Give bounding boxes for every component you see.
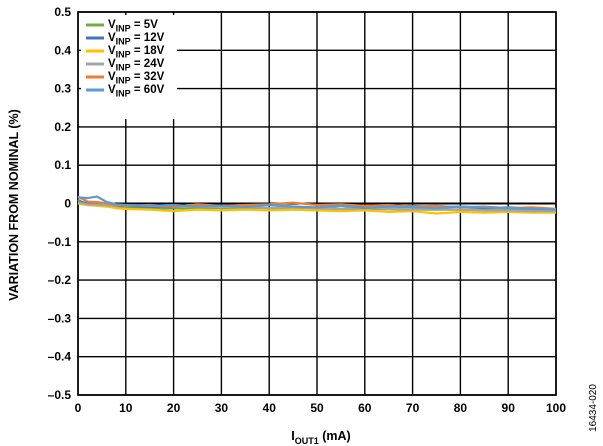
x-tick-label: 90	[502, 401, 516, 415]
legend-label: VINP = 60V	[108, 84, 165, 99]
x-tick-labels: 0 10 20 30 40 50 60 70 80 90 100	[75, 401, 567, 415]
series-lines	[77, 195, 557, 215]
x-tick-label: 50	[310, 401, 324, 415]
y-tick-label: –0.5	[48, 388, 72, 402]
series-line-3	[77, 202, 556, 215]
legend-label: VINP = 18V	[108, 45, 165, 60]
x-tick-label: 30	[215, 401, 229, 415]
legend-label: VINP = 12V	[108, 32, 165, 47]
legend-label: VINP = 32V	[108, 71, 165, 86]
y-tick-label: 0.2	[54, 120, 71, 134]
y-tick-label: 0.4	[54, 43, 71, 57]
y-tick-label: 0.3	[54, 82, 71, 96]
x-tick-label: 10	[119, 401, 133, 415]
y-tick-label: 0	[64, 197, 71, 211]
series-line-6	[77, 195, 557, 211]
y-tick-label: –0.1	[48, 235, 72, 249]
x-axis-title: IOUT1 (mA)	[291, 429, 350, 446]
x-axis-title-main: I	[291, 429, 294, 443]
y-tick-label: –0.2	[48, 273, 72, 287]
x-axis-title-subscript: OUT1	[295, 436, 319, 446]
y-tick-label: –0.4	[48, 350, 72, 364]
x-tick-label: 100	[546, 401, 566, 415]
y-axis-title: VARIATION FROM NOMINAL (%)	[7, 109, 21, 301]
x-tick-label: 40	[263, 401, 277, 415]
x-tick-label: 20	[167, 401, 181, 415]
x-tick-label: 0	[75, 401, 82, 415]
y-tick-label: 0.1	[54, 158, 71, 172]
y-tick-label: 0.5	[54, 5, 71, 19]
legend-background	[81, 15, 177, 119]
x-axis-title-unit: (mA)	[319, 429, 351, 443]
x-tick-label: 60	[358, 401, 372, 415]
y-tick-labels: 0.5 0.4 0.3 0.2 0.1 0 –0.1 –0.2 –0.3 –0.4 –0.5	[48, 5, 72, 402]
figure-id: 16434-020	[588, 384, 599, 432]
x-tick-label: 70	[406, 401, 420, 415]
legend-label: VINP = 24V	[108, 58, 165, 73]
y-tick-label: –0.3	[48, 311, 72, 325]
legend-label: VINP = 5V	[108, 19, 158, 34]
x-tick-label: 80	[454, 401, 468, 415]
